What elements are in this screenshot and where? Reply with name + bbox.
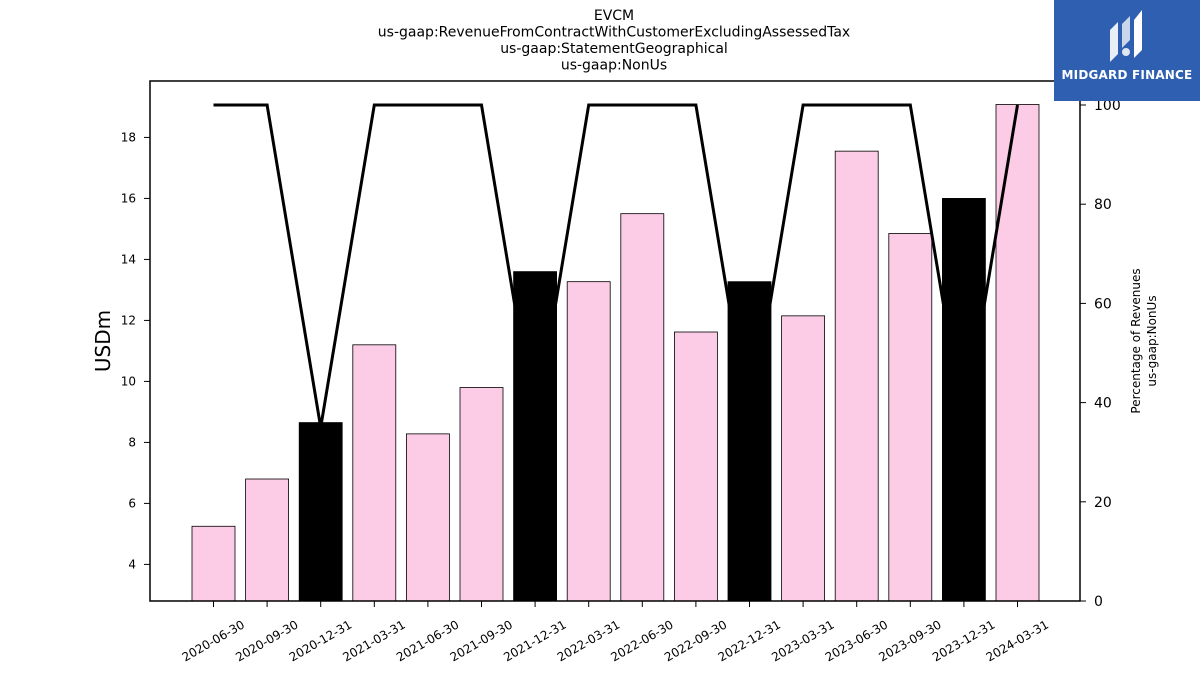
- y-tick-label: 12: [121, 313, 136, 327]
- y-tick-label: 4: [128, 557, 136, 571]
- y-tick-label: 10: [121, 374, 136, 388]
- percentage-line-group: [213, 103, 1019, 428]
- y-tick-label: 16: [121, 191, 136, 205]
- y-axis-label: USDm: [91, 310, 115, 372]
- y-tick-label: 6: [128, 496, 136, 510]
- y-axis-left: 4 6 8 10 12 14 16 18: [121, 130, 150, 571]
- bar-2022-09-30: [674, 331, 718, 602]
- y2-tick-label: 60: [1094, 296, 1112, 312]
- percentage-line: [213, 103, 1019, 428]
- bars-group: [191, 104, 1040, 602]
- y-axis-right: 0 20 40 60 80 100: [1080, 98, 1121, 610]
- y2-tick-label: 100: [1094, 98, 1121, 114]
- bar-2021-09-30: [459, 387, 504, 602]
- y2-axis-label-line1: Percentage of Revenues: [1129, 268, 1143, 413]
- bar-2024-03-31: [995, 104, 1040, 602]
- bar-2020-12-31: [298, 422, 343, 602]
- title-line-2: us-gaap:RevenueFromContractWithCustomerE…: [378, 25, 850, 41]
- y2-tick-label: 20: [1094, 495, 1112, 511]
- y-tick-label: 18: [121, 130, 136, 144]
- y2-axis-label-line2: us-gaap:NonUs: [1145, 295, 1159, 386]
- bar-2023-03-31: [781, 315, 825, 602]
- title-line-3: us-gaap:StatementGeographical: [500, 41, 728, 57]
- bar-2023-12-31: [942, 198, 986, 602]
- title-line-1: EVCM: [594, 8, 634, 24]
- bar-2021-03-31: [352, 344, 397, 602]
- y2-tick-label: 0: [1094, 594, 1103, 610]
- bar-2021-12-31: [513, 271, 557, 602]
- bar-2021-06-30: [405, 433, 450, 602]
- bar-2022-03-31: [566, 281, 611, 602]
- bar-2023-06-30: [834, 150, 879, 602]
- bar-2020-06-30: [191, 525, 236, 602]
- x-axis: 2020-06-302020-09-302020-12-312021-03-31…: [180, 601, 1051, 664]
- bar-2022-06-30: [620, 213, 665, 602]
- bar-2023-09-30: [888, 233, 933, 602]
- chart-title: EVCMus-gaap:RevenueFromContractWithCusto…: [378, 8, 850, 74]
- title-line-4: us-gaap:NonUs: [561, 58, 667, 74]
- midgard-logo-icon: [1110, 10, 1142, 62]
- y-tick-label: 8: [128, 435, 136, 449]
- midgard-finance-logo: MIDGARD FINANCE: [1054, 0, 1200, 101]
- bar-2020-09-30: [245, 478, 290, 602]
- y-tick-label: 14: [121, 252, 136, 266]
- y2-tick-label: 80: [1094, 197, 1112, 213]
- plot-frame: [149, 80, 1081, 602]
- logo-text: MIDGARD FINANCE: [1061, 68, 1193, 82]
- y2-tick-label: 40: [1094, 396, 1112, 412]
